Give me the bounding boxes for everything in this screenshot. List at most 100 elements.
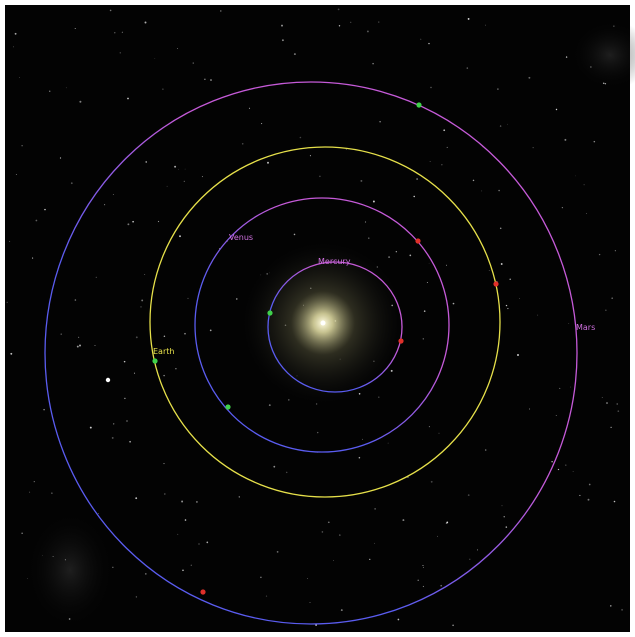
star [177, 48, 178, 49]
star [260, 576, 262, 579]
star [428, 262, 430, 264]
star [127, 97, 129, 100]
star [273, 465, 276, 468]
star [340, 609, 343, 612]
star [437, 535, 438, 537]
star [332, 560, 334, 561]
mercury-orbit [267, 261, 403, 393]
star [95, 276, 97, 279]
star [288, 399, 290, 401]
star [430, 480, 433, 483]
star [281, 24, 283, 27]
star [166, 185, 168, 187]
star [78, 336, 80, 338]
star [505, 526, 508, 528]
star [261, 123, 263, 125]
star [364, 221, 367, 223]
marker [225, 404, 231, 410]
star [49, 90, 51, 92]
star [43, 408, 45, 411]
star [309, 155, 311, 157]
marker [416, 102, 422, 108]
star [79, 100, 82, 103]
star [119, 52, 121, 54]
star [472, 179, 475, 182]
star [65, 87, 67, 89]
star [21, 145, 23, 147]
star [564, 138, 567, 141]
star [127, 223, 130, 226]
star [135, 497, 138, 500]
star [184, 519, 187, 521]
star [440, 584, 443, 587]
marker [415, 238, 421, 244]
star [265, 595, 268, 597]
star [422, 564, 424, 567]
star [519, 298, 521, 300]
star [613, 500, 616, 503]
star [174, 165, 177, 168]
star [157, 220, 160, 223]
star [299, 136, 302, 139]
star [368, 237, 370, 239]
star [293, 53, 296, 56]
star [601, 397, 603, 399]
star [337, 8, 340, 11]
star [485, 24, 486, 26]
star [183, 180, 185, 182]
star [402, 519, 405, 522]
star [467, 17, 470, 20]
star [144, 21, 147, 24]
star [395, 251, 397, 253]
star [10, 352, 13, 355]
star [565, 464, 567, 466]
star [409, 254, 412, 257]
star [76, 345, 79, 348]
star [598, 253, 601, 256]
star [585, 213, 587, 214]
star [499, 227, 502, 230]
star [583, 184, 585, 186]
star [606, 402, 608, 404]
star [135, 596, 138, 598]
star [362, 438, 363, 440]
star [74, 299, 77, 301]
star [201, 176, 203, 178]
star [505, 304, 508, 307]
star [488, 270, 490, 271]
star [466, 67, 469, 69]
star [109, 9, 112, 12]
star [565, 56, 568, 58]
star [499, 125, 502, 127]
star [621, 608, 624, 611]
star [428, 426, 430, 428]
star [319, 175, 321, 178]
sun [320, 320, 326, 326]
star [129, 440, 131, 443]
planet-label: Mercury [318, 257, 351, 266]
star [309, 601, 311, 603]
star [378, 396, 380, 398]
star [144, 573, 147, 575]
star [422, 585, 424, 588]
star [209, 329, 212, 332]
star [452, 302, 455, 305]
star [469, 558, 471, 560]
star [238, 496, 240, 498]
star [568, 323, 570, 325]
star [51, 492, 53, 494]
star [338, 25, 341, 27]
star [378, 21, 380, 23]
star [570, 386, 571, 388]
star [476, 549, 479, 551]
star [98, 513, 99, 514]
star [154, 58, 156, 60]
star [397, 618, 400, 621]
star [44, 208, 46, 211]
star [507, 308, 509, 310]
star [112, 194, 114, 195]
star [358, 456, 361, 459]
star [610, 605, 612, 607]
star [59, 157, 62, 159]
star [126, 420, 128, 422]
